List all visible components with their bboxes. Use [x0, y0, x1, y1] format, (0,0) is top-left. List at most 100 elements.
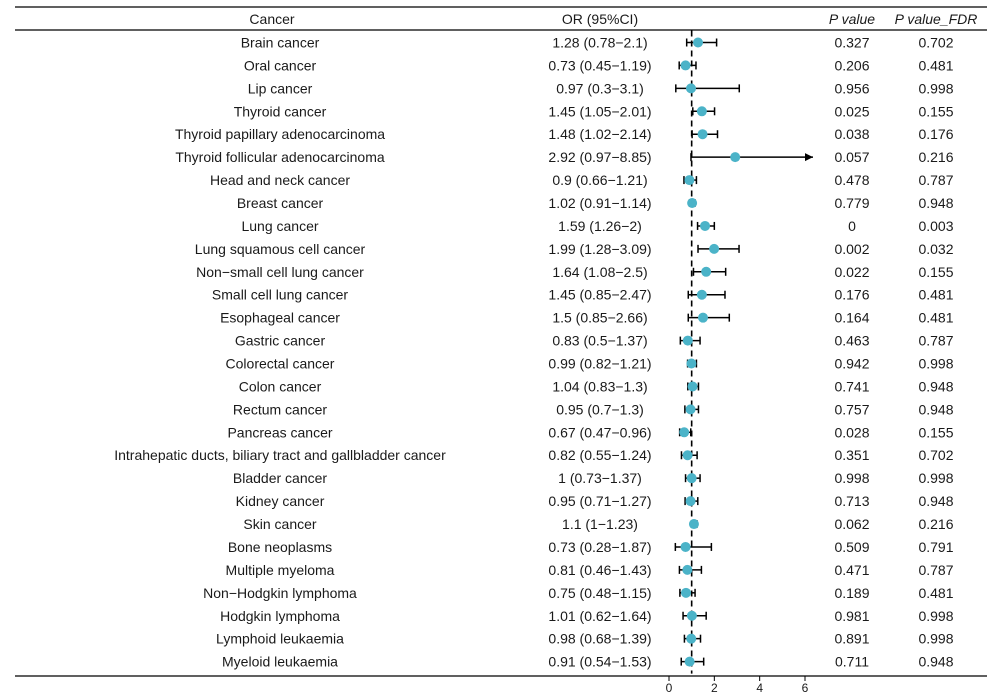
or-ci-label: 0.73 (0.28−1.87) — [548, 539, 651, 555]
or-ci-label: 1.45 (1.05−2.01) — [548, 103, 651, 119]
or-point — [693, 37, 704, 48]
cancer-label: Pancreas cancer — [227, 424, 332, 440]
or-point — [680, 541, 691, 552]
or-point — [697, 129, 708, 140]
p-value-fdr: 0.155 — [918, 103, 953, 119]
cancer-label: Hodgkin lymphoma — [220, 608, 340, 624]
or-ci-label: 0.98 (0.68−1.39) — [548, 631, 651, 647]
table-row: Gastric cancer 0.83 (0.5−1.37) 0.463 0.787 — [235, 333, 954, 349]
p-value: 0.891 — [834, 631, 869, 647]
or-point — [686, 358, 697, 369]
x-tick-label: 2 — [711, 681, 718, 693]
p-value: 0 — [848, 218, 856, 234]
cancer-label: Bone neoplasms — [228, 539, 332, 555]
or-point — [688, 519, 699, 530]
table-row: Oral cancer 0.73 (0.45−1.19) 0.206 0.481 — [244, 57, 954, 73]
table-row: Esophageal cancer 1.5 (0.85−2.66) 0.164 0.4… — [220, 310, 954, 326]
p-value-fdr: 0.998 — [918, 80, 953, 96]
or-ci-label: 1.64 (1.08−2.5) — [552, 264, 647, 280]
or-point — [701, 266, 712, 277]
or-point — [696, 289, 707, 300]
p-value: 0.176 — [834, 287, 869, 303]
or-ci-label: 0.67 (0.47−0.96) — [548, 424, 651, 440]
p-value: 0.206 — [834, 57, 869, 73]
table-row: Head and neck cancer 0.9 (0.66−1.21) 0.478… — [210, 172, 954, 188]
table-row: Breast cancer 1.02 (0.91−1.14) 0.779 0.948 — [237, 195, 954, 211]
p-value: 0.741 — [834, 378, 869, 394]
table-row: Colorectal cancer 0.99 (0.82−1.21) 0.942 0.… — [226, 356, 954, 372]
table-row: Brain cancer 1.28 (0.78−2.1) 0.327 0.702 — [241, 35, 954, 51]
p-value: 0.327 — [834, 35, 869, 51]
or-ci-label: 1.02 (0.91−1.14) — [548, 195, 651, 211]
or-ci-label: 0.9 (0.66−1.21) — [552, 172, 647, 188]
p-value-fdr: 0.948 — [918, 493, 953, 509]
p-value: 0.509 — [834, 539, 869, 555]
or-ci-label: 0.97 (0.3−3.1) — [556, 80, 644, 96]
p-value-fdr: 0.032 — [918, 241, 953, 257]
or-point — [700, 220, 711, 231]
rows: Brain cancer 1.28 (0.78−2.1) 0.327 0.702 Ora… — [114, 35, 953, 670]
cancer-label: Esophageal cancer — [220, 310, 340, 326]
or-ci-label: 2.92 (0.97−8.85) — [548, 149, 651, 165]
cancer-label: Breast cancer — [237, 195, 324, 211]
or-point — [682, 335, 693, 346]
cancer-label: Multiple myeloma — [226, 562, 335, 578]
table-row: Non−small cell lung cancer 1.64 (1.08−2.5… — [196, 264, 954, 280]
p-value: 0.164 — [834, 310, 869, 326]
p-value: 0.713 — [834, 493, 869, 509]
header-cancer: Cancer — [249, 11, 294, 27]
or-point — [685, 496, 696, 507]
p-value: 0.025 — [834, 103, 869, 119]
p-value: 0.981 — [834, 608, 869, 624]
p-value-fdr: 0.998 — [918, 470, 953, 486]
or-ci-label: 0.95 (0.71−1.27) — [548, 493, 651, 509]
p-value-fdr: 0.787 — [918, 333, 953, 349]
p-value: 0.062 — [834, 516, 869, 532]
or-ci-label: 0.99 (0.82−1.21) — [548, 356, 651, 372]
or-ci-label: 0.95 (0.7−1.3) — [556, 401, 644, 417]
or-point — [696, 106, 707, 117]
or-point — [685, 83, 696, 94]
p-value-fdr: 0.216 — [918, 149, 953, 165]
cancer-label: Lymphoid leukaemia — [216, 631, 344, 647]
table-row: Lymphoid leukaemia 0.98 (0.68−1.39) 0.891 0… — [216, 631, 954, 647]
table-row: Kidney cancer 0.95 (0.71−1.27) 0.713 0.948 — [236, 493, 954, 509]
p-value: 0.478 — [834, 172, 869, 188]
or-point — [686, 610, 697, 621]
cancer-label: Colorectal cancer — [226, 356, 335, 372]
p-value: 0.711 — [835, 654, 869, 670]
table-row: Colon cancer 1.04 (0.83−1.3) 0.741 0.948 — [239, 378, 954, 394]
or-point — [684, 656, 695, 667]
header-p-value: P value — [829, 11, 875, 27]
p-value: 0.038 — [834, 126, 869, 142]
cancer-label: Colon cancer — [239, 378, 322, 394]
or-ci-label: 1 (0.73−1.37) — [558, 470, 642, 486]
or-ci-label: 0.75 (0.48−1.15) — [548, 585, 651, 601]
p-value-fdr: 0.702 — [918, 447, 953, 463]
p-value: 0.189 — [834, 585, 869, 601]
p-value: 0.002 — [834, 241, 869, 257]
or-point — [686, 633, 697, 644]
or-ci-label: 0.81 (0.46−1.43) — [548, 562, 651, 578]
cancer-label: Thyroid papillary adenocarcinoma — [175, 126, 385, 142]
table-row: Lip cancer 0.97 (0.3−3.1) 0.956 0.998 — [248, 80, 954, 96]
p-value-fdr: 0.216 — [918, 516, 953, 532]
p-value-fdr: 0.481 — [918, 57, 953, 73]
or-ci-label: 0.73 (0.45−1.19) — [548, 57, 651, 73]
table-row: Thyroid cancer 1.45 (1.05−2.01) 0.025 0.155 — [234, 103, 954, 119]
or-ci-label: 1.01 (0.62−1.64) — [548, 608, 651, 624]
table-row: Rectum cancer 0.95 (0.7−1.3) 0.757 0.948 — [233, 401, 954, 417]
cancer-label: Rectum cancer — [233, 401, 327, 417]
p-value: 0.351 — [834, 447, 869, 463]
p-value: 0.028 — [834, 424, 869, 440]
or-ci-label: 1.48 (1.02−2.14) — [548, 126, 651, 142]
or-point — [685, 404, 696, 415]
cancer-label: Head and neck cancer — [210, 172, 350, 188]
cancer-label: Intrahepatic ducts, biliary tract and ga… — [114, 447, 446, 463]
table-row: Myeloid leukaemia 0.91 (0.54−1.53) 0.711 0.… — [222, 654, 954, 670]
p-value-fdr: 0.998 — [918, 631, 953, 647]
x-tick-label: 6 — [802, 681, 809, 693]
or-point — [680, 60, 691, 71]
or-ci-label: 1.28 (0.78−2.1) — [552, 35, 647, 51]
